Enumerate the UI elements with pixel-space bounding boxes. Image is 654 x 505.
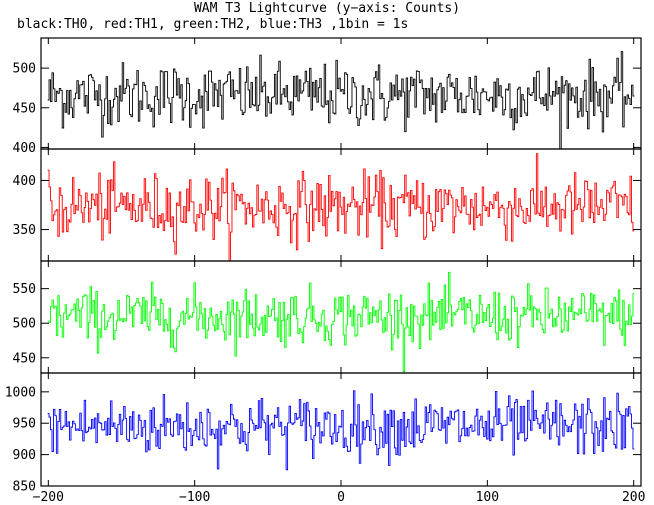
y-tick-label: 900 [13, 448, 36, 463]
panel-frame-th2 [40, 260, 642, 374]
series-line-th0 [47, 51, 635, 150]
y-tick-label: 400 [13, 141, 36, 156]
chart-title: WAM T3 Lightcurve (y−axis: Counts) [193, 1, 461, 16]
y-tick-label: 1000 [5, 385, 36, 400]
x-tick-label: −100 [179, 490, 210, 505]
x-tick-label: 0 [337, 490, 345, 505]
y-tick-label: 550 [13, 282, 36, 297]
x-tick-label: −200 [33, 490, 64, 505]
y-tick-label: 850 [13, 480, 36, 495]
series-line-th3 [47, 390, 635, 471]
y-tick-label: 950 [13, 417, 36, 432]
x-tick-label: 200 [622, 490, 645, 505]
chart-subtitle: black:TH0, red:TH1, green:TH2, blue:TH3 … [17, 17, 409, 32]
x-tick-label: 100 [476, 490, 499, 505]
y-tick-label: 400 [13, 174, 36, 189]
y-tick-label: 350 [13, 223, 36, 238]
y-tick-label: 500 [13, 62, 36, 77]
y-tick-label: 500 [13, 317, 36, 332]
series-line-th2 [47, 271, 635, 373]
panel-frame-th0 [40, 37, 642, 150]
y-tick-label: 450 [13, 351, 36, 366]
y-tick-label: 450 [13, 101, 36, 116]
series-line-th1 [47, 153, 635, 262]
panel-frame-th3 [40, 372, 642, 487]
